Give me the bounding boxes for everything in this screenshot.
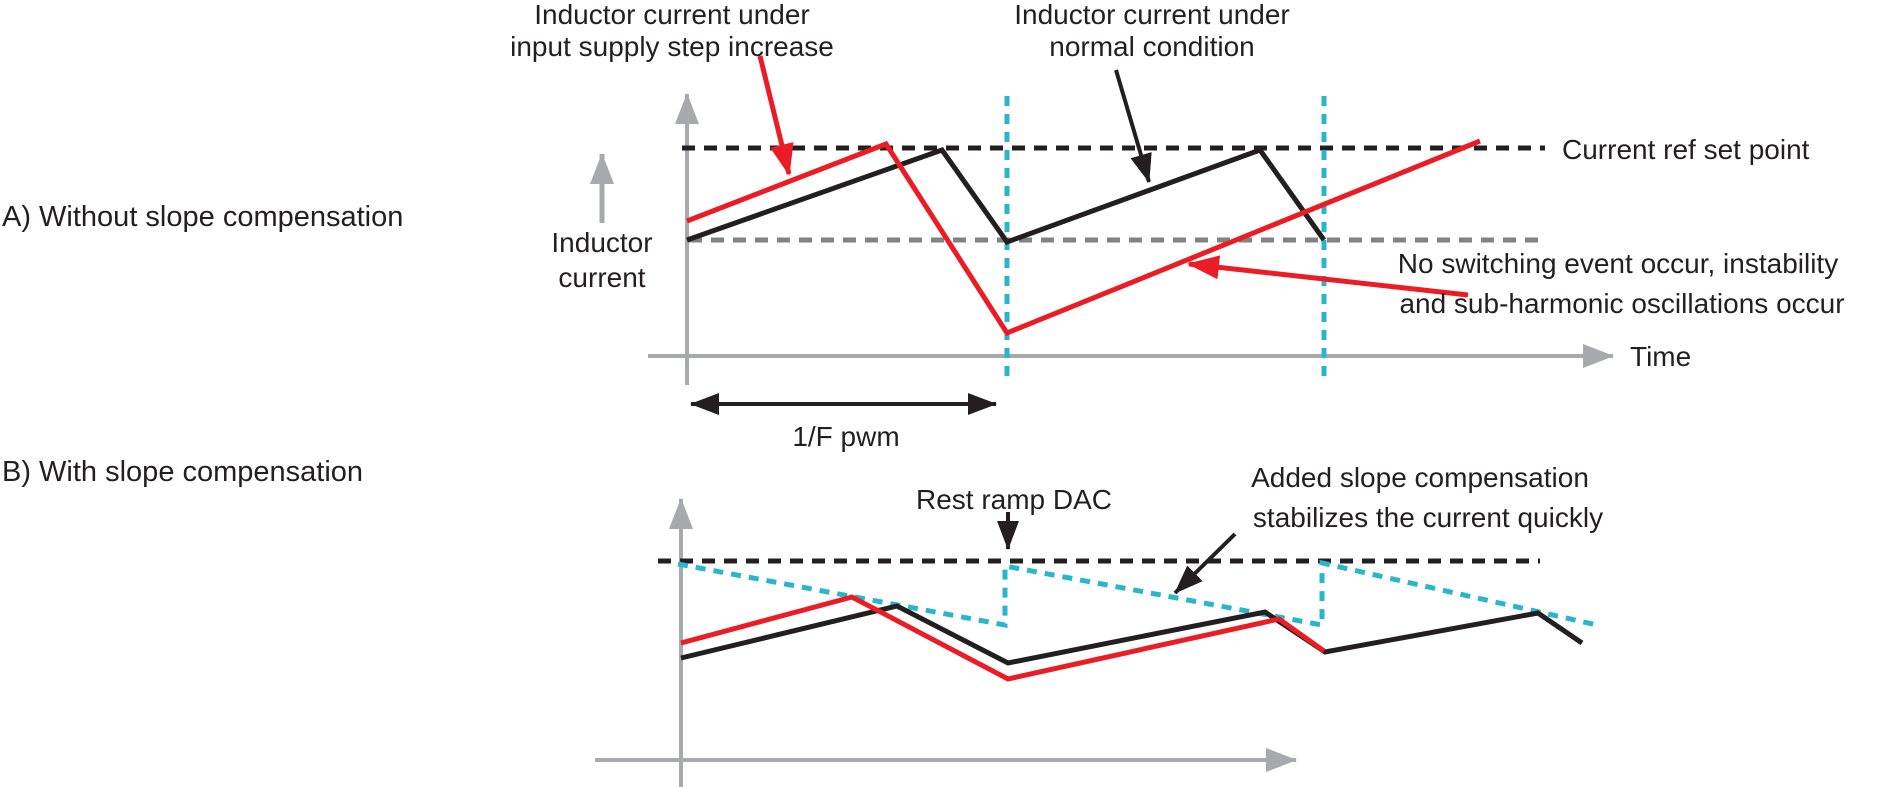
- current-ref-set-point-label: Current ref set point: [1562, 134, 1810, 165]
- y-axis-label-line1: Inductor: [551, 227, 652, 258]
- step-increase-annotation-line2: input supply step increase: [510, 31, 834, 62]
- added-slope-annotation-line2: stabilizes the current quickly: [1253, 502, 1603, 533]
- step-increase-annotation-line1: Inductor current under: [534, 0, 810, 30]
- slope-compensation-ramp: [677, 559, 1598, 629]
- added-slope-annotation-line1: Added slope compensation: [1251, 462, 1589, 493]
- added-slope-annotation-arrow: [1173, 532, 1237, 595]
- normal-condition-annotation-line2: normal condition: [1049, 31, 1254, 62]
- panel-b-label: B) With slope compensation: [2, 456, 363, 488]
- rest-ramp-dac-label: Rest ramp DAC: [916, 484, 1112, 515]
- panel-a: A) Without slope compensation Inductor c…: [2, 0, 1845, 452]
- panel-b-normal-current-waveform: [680, 603, 1584, 666]
- no-switching-annotation-line2: and sub-harmonic oscillations occur: [1399, 288, 1844, 319]
- panel-b: B) With slope compensation Rest ramp DAC…: [2, 456, 1603, 787]
- panel-a-normal-current-waveform: [686, 147, 1327, 246]
- panel-a-disturbed-current-waveform: [686, 138, 1481, 337]
- pwm-period-label: 1/F pwm: [792, 421, 899, 452]
- panel-a-label: A) Without slope compensation: [2, 201, 403, 233]
- no-switching-annotation-line1: No switching event occur, instability: [1398, 248, 1838, 279]
- no-switching-annotation-arrow: [1187, 255, 1469, 298]
- normal-condition-annotation-arrow: [1114, 69, 1152, 183]
- panel-b-disturbed-current-waveform: [680, 594, 1326, 682]
- time-axis-label: Time: [1630, 341, 1691, 372]
- normal-condition-annotation-line1: Inductor current under: [1014, 0, 1290, 30]
- step-increase-annotation-arrow: [757, 55, 794, 176]
- y-axis-label-line2: current: [558, 262, 645, 293]
